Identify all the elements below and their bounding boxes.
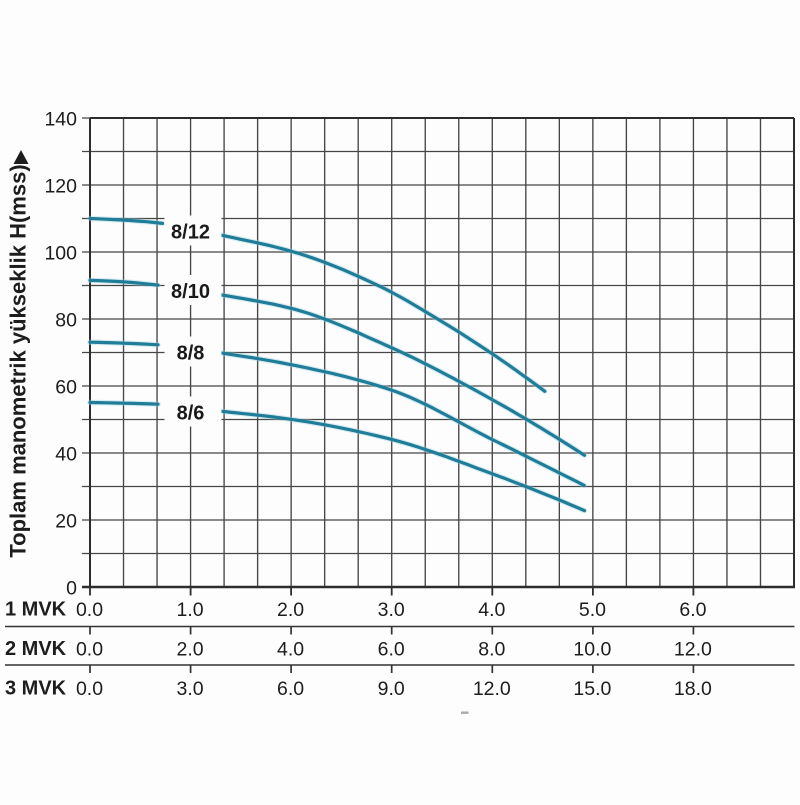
svg-text:100: 100 (44, 242, 77, 264)
svg-text:15.0: 15.0 (573, 678, 611, 700)
svg-text:120: 120 (44, 175, 77, 197)
svg-text:60: 60 (55, 376, 77, 398)
svg-text:8/6: 8/6 (177, 403, 205, 425)
svg-text:3.0: 3.0 (177, 678, 204, 700)
svg-text:40: 40 (55, 443, 77, 465)
svg-text:20: 20 (55, 510, 77, 532)
svg-text:6.0: 6.0 (679, 599, 706, 621)
svg-text:140: 140 (44, 108, 77, 130)
svg-text:80: 80 (55, 309, 77, 331)
svg-text:Toplam manometrik yükseklik H(: Toplam manometrik yükseklik H(mss) (6, 164, 31, 557)
svg-text:5.0: 5.0 (579, 599, 606, 621)
svg-text:8/8: 8/8 (177, 343, 205, 365)
svg-text:18.0: 18.0 (674, 678, 712, 700)
svg-text:12.0: 12.0 (473, 678, 511, 700)
svg-text:8/10: 8/10 (171, 281, 210, 303)
svg-text:6.0: 6.0 (277, 678, 304, 700)
svg-text:10.0: 10.0 (573, 639, 611, 661)
svg-text:2.0: 2.0 (177, 639, 204, 661)
svg-text:1 MVK: 1 MVK (5, 598, 67, 620)
svg-text:1.0: 1.0 (177, 599, 204, 621)
svg-text:12.0: 12.0 (674, 639, 712, 661)
svg-text:4.0: 4.0 (277, 639, 304, 661)
svg-text:0.0: 0.0 (76, 599, 103, 621)
svg-text:3 MVK: 3 MVK (5, 677, 67, 699)
svg-text:8/12: 8/12 (171, 222, 210, 244)
svg-text:9.0: 9.0 (378, 678, 405, 700)
svg-text:0.0: 0.0 (76, 639, 103, 661)
svg-text:2 MVK: 2 MVK (5, 638, 67, 660)
svg-text:4.0: 4.0 (478, 599, 505, 621)
svg-text:3.0: 3.0 (378, 599, 405, 621)
svg-text:0.0: 0.0 (76, 678, 103, 700)
svg-text:8.0: 8.0 (478, 639, 505, 661)
svg-text:0: 0 (66, 577, 77, 599)
svg-text:6.0: 6.0 (378, 639, 405, 661)
svg-text:2.0: 2.0 (277, 599, 304, 621)
